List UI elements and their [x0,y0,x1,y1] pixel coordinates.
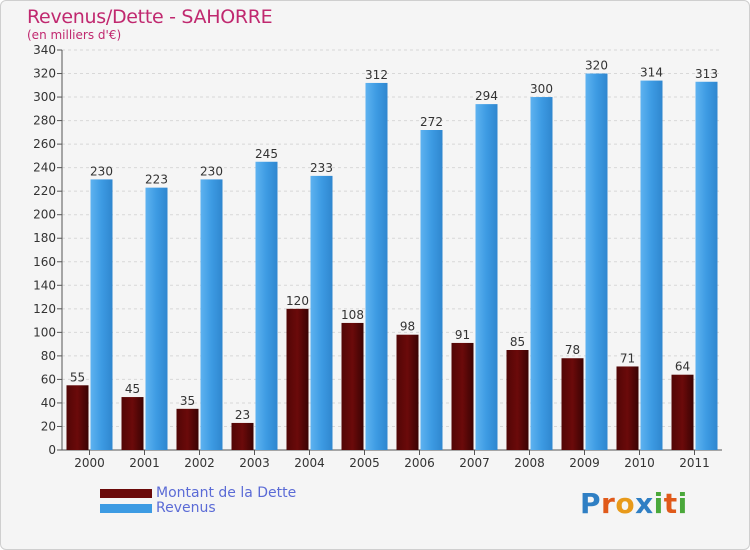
bar-revenus [200,179,223,451]
y-tick-label: 200 [33,208,56,222]
data-label-revenus: 233 [310,161,333,175]
x-tick-label: 2011 [679,456,710,470]
y-tick-label: 180 [33,231,56,245]
data-label-dette: 108 [341,308,364,322]
bar-dette [121,397,144,450]
bar-revenus [695,81,718,450]
y-tick-label: 40 [41,396,56,410]
bar-revenus [530,97,553,450]
x-tick-label: 2009 [569,456,600,470]
data-label-dette: 120 [286,294,309,308]
data-label-revenus: 223 [145,173,168,187]
y-tick-label: 80 [41,349,56,363]
y-tick-label: 140 [33,278,56,292]
logo-letter: i [653,487,664,520]
bar-revenus [420,130,443,450]
y-tick-label: 280 [33,114,56,128]
bar-dette [561,358,584,450]
data-label-dette: 23 [235,408,250,422]
bar-revenus [310,175,333,450]
logo-letter: o [615,487,636,520]
bar-dette [286,308,309,450]
data-label-revenus: 230 [200,164,223,178]
bar-revenus [90,179,113,451]
logo-letter: P [580,487,602,520]
legend-label-dette: Montant de la Dette [156,485,297,501]
data-label-dette: 45 [125,382,140,396]
bar-dette [451,342,474,450]
data-label-revenus: 230 [90,164,113,178]
data-label-dette: 85 [510,335,525,349]
data-label-dette: 78 [565,343,580,357]
x-tick-label: 2002 [184,456,215,470]
x-tick-label: 2007 [459,456,490,470]
x-tick-label: 2000 [74,456,105,470]
x-tick-label: 2006 [404,456,435,470]
x-tick-label: 2005 [349,456,380,470]
logo-letter: r [601,487,616,520]
bar-dette [176,408,199,450]
x-tick-label: 2008 [514,456,545,470]
bar-revenus [475,104,498,450]
bar-dette [616,366,639,450]
bar-revenus [365,82,388,451]
logo-letter: i [677,487,688,520]
data-label-dette: 35 [180,394,195,408]
logo-letter: t [663,487,678,520]
y-tick-label: 240 [33,161,56,175]
bar-revenus [255,161,278,450]
data-label-revenus: 294 [475,89,498,103]
data-label-revenus: 312 [365,68,388,82]
data-label-dette: 71 [620,351,635,365]
y-tick-label: 120 [33,302,56,316]
bar-dette [506,350,529,450]
bar-dette [341,322,364,450]
bar-revenus [640,80,663,451]
y-tick-label: 340 [33,43,56,57]
data-label-revenus: 272 [420,115,443,129]
legend-swatch-revenus [100,504,152,513]
x-tick-label: 2003 [239,456,270,470]
data-label-revenus: 314 [640,66,663,80]
data-label-dette: 64 [675,360,690,374]
chart-title: Revenus/Dette - SAHORRE [27,6,273,28]
y-tick-label: 220 [33,184,56,198]
y-tick-label: 0 [48,443,56,457]
bar-dette [231,422,254,450]
data-label-dette: 91 [455,328,470,342]
data-label-revenus: 320 [585,59,608,73]
data-label-revenus: 245 [255,147,278,161]
legend-swatch-dette [100,489,152,498]
x-tick-label: 2001 [129,456,160,470]
x-tick-label: 2010 [624,456,655,470]
x-tick-label: 2004 [294,456,325,470]
data-label-dette: 98 [400,320,415,334]
bar-revenus [145,187,168,450]
y-tick-label: 100 [33,325,56,339]
y-tick-label: 20 [41,419,56,433]
data-label-revenus: 300 [530,82,553,96]
bar-dette [671,374,694,450]
y-tick-label: 300 [33,90,56,104]
bar-dette [396,334,419,450]
logo-letter: x [635,487,654,520]
legend-label-revenus: Revenus [156,500,216,516]
y-tick-label: 160 [33,255,56,269]
data-label-revenus: 313 [695,67,718,81]
bar-revenus [585,73,608,450]
proxiti-logo: Proxiti [580,487,688,520]
y-tick-label: 320 [33,67,56,81]
y-tick-label: 260 [33,137,56,151]
data-label-dette: 55 [70,370,85,384]
chart-subtitle: (en milliers d'€) [27,28,122,42]
y-tick-label: 60 [41,372,56,386]
bar-dette [66,385,89,450]
